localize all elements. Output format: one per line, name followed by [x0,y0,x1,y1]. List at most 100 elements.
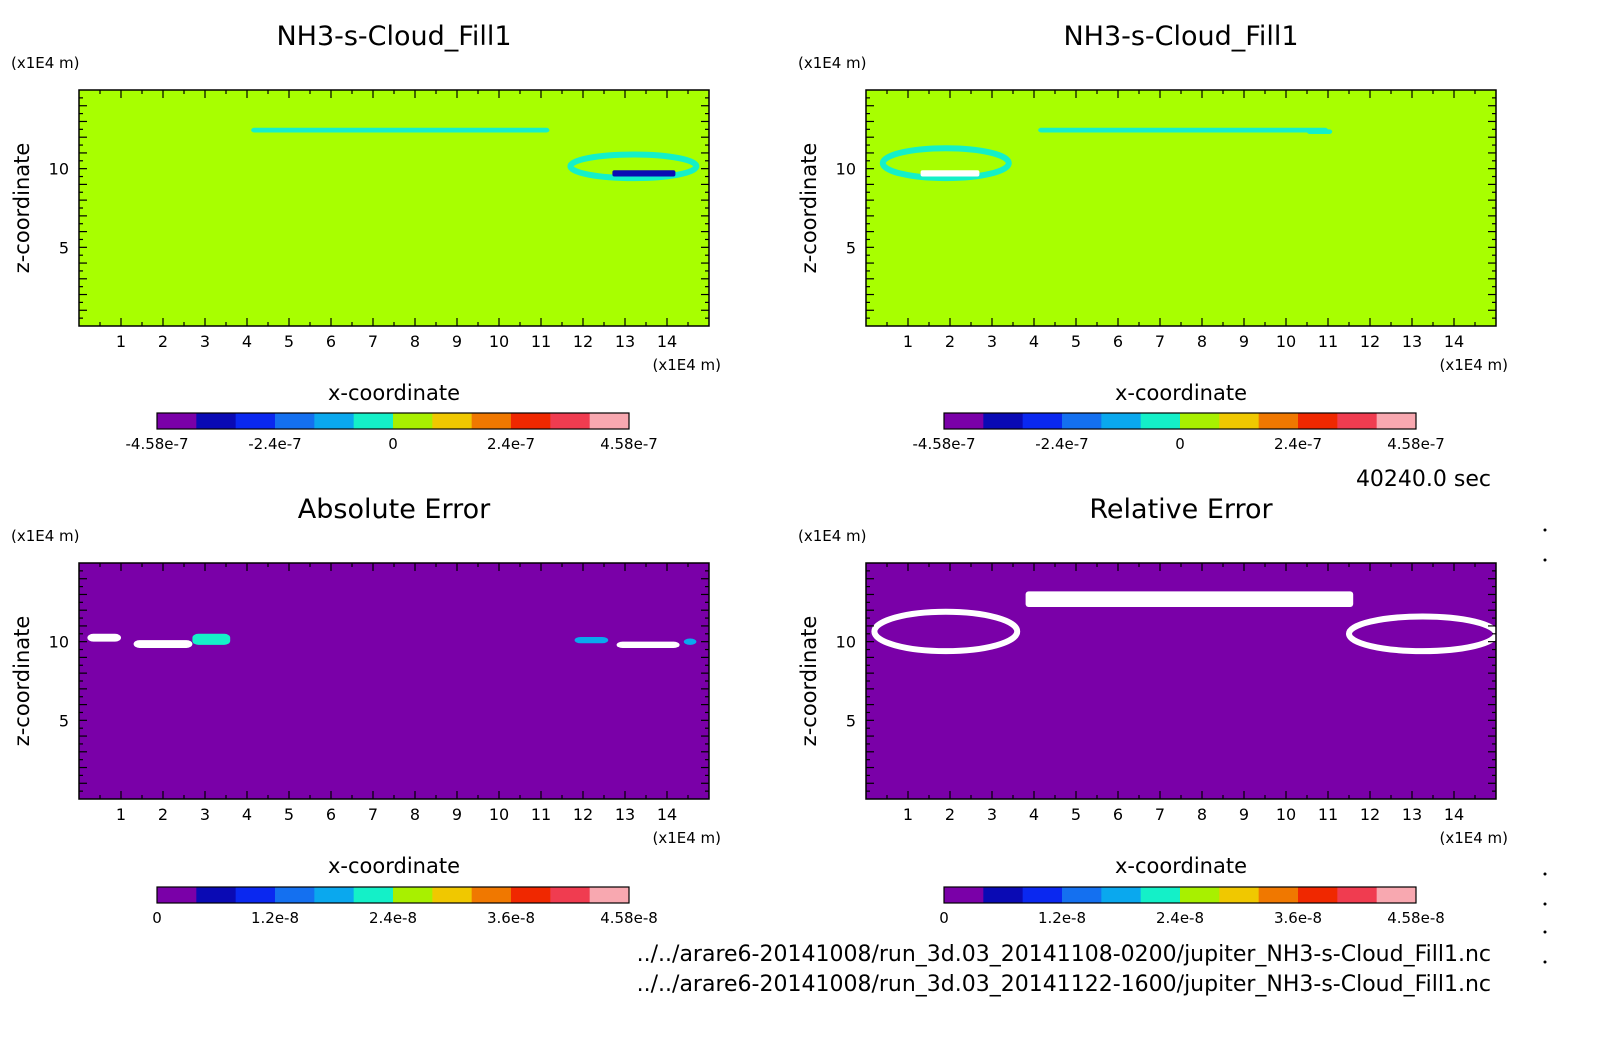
y-axis-label: z-coordinate [797,616,821,747]
x-tick-label: 4 [1029,805,1039,824]
colorbar-swatch [1298,413,1338,429]
x-tick-label: 13 [615,805,635,824]
contour-blob [192,633,231,645]
x-tick-label: 12 [1360,332,1380,351]
x-tick-label: 7 [1155,332,1165,351]
colorbar-tick-label: 2.4e-7 [1274,435,1322,453]
colorbar-swatch [393,413,433,429]
colorbar-tick-label: 1.2e-8 [1038,909,1086,927]
colorbar-swatch [1022,413,1063,429]
panel-1: NH3-s-Cloud_Fill1(x1E4 m)1 2 3 4 5 6 7 8 9 10 11 12… [10,21,721,453]
colorbar-swatch [314,887,355,903]
colorbar-swatch [1180,887,1220,903]
colorbar-swatch [589,413,630,429]
colorbar-tick-label: 3.6e-8 [487,909,535,927]
x-tick-label: 11 [531,805,551,824]
colorbar-swatch [1140,887,1181,903]
contour-features [87,633,697,648]
plot-field [79,90,709,326]
colorbar-swatch [1376,887,1417,903]
y-unit-label: (x1E4 m) [11,54,80,72]
x-tick-label: 11 [531,332,551,351]
colorbar-swatch [983,887,1024,903]
x-tick-label: 9 [1239,332,1249,351]
x-tick-label: 12 [573,805,593,824]
x-tick-label: 3 [987,332,997,351]
colorbar-tick-label: -4.58e-7 [126,435,189,453]
colorbar-frame [156,412,630,430]
x-tick-label: 6 [1113,332,1123,351]
plot-field [79,563,709,799]
colorbar-tick-label: 2.4e-7 [487,435,535,453]
contour-ring [871,608,1021,655]
x-tick-label: 11 [1318,332,1338,351]
plot-field [866,90,1496,326]
x-unit-label: (x1E4 m) [652,829,721,847]
x-tick-label: 14 [657,805,677,824]
x-tick-label: 2 [945,332,955,351]
x-axis-label: x-coordinate [328,854,460,878]
colorbar-tick-label: -4.58e-7 [913,435,976,453]
colorbar-tick-label: 4.58e-7 [600,435,658,453]
x-tick-label: 7 [368,805,378,824]
colorbar-tick-label: 3.6e-8 [1274,909,1322,927]
x-tick-label: 5 [1071,805,1081,824]
colorbar-swatch [1337,413,1378,429]
colorbar-swatch [550,887,591,903]
x-tick-label: 1 [116,805,126,824]
colorbar-swatch [1258,413,1299,429]
colorbar-tick-label: 1.2e-8 [251,909,299,927]
colorbar-swatch [1337,887,1378,903]
colorbar-swatch [196,413,237,429]
contour-band [251,127,550,133]
contour-strip [920,170,980,177]
colorbar-tick-label: 0 [152,909,162,927]
contour-ring [879,145,1012,182]
y-axis-label: z-coordinate [10,143,34,274]
colorbar-tick-label: -2.4e-7 [248,435,301,453]
colorbar-swatch [235,413,276,429]
colorbar-swatch [1140,413,1181,429]
x-tick-label: 1 [903,332,913,351]
colorbar: -4.58e-7 -2.4e-7 0 2.4e-7 4.58e-7 [126,412,658,453]
panel-title: NH3-s-Cloud_Fill1 [276,21,511,52]
colorbar-swatch [944,413,984,429]
colorbar-tick-label: 4.58e-8 [1387,909,1445,927]
x-tick-label: 7 [1155,805,1165,824]
panel-4: Relative Error(x1E4 m)1 2 3 4 5 6 7 8 9 10 11 12 13 1… [797,494,1508,927]
colorbar-swatch [1062,413,1102,429]
colorbar-frame [156,886,630,904]
colorbar-swatch [196,887,237,903]
colorbar-swatch [511,413,551,429]
colorbar-tick-label: 4.58e-8 [600,909,658,927]
colorbar-swatch [471,413,512,429]
panel-title: Relative Error [1089,494,1273,525]
x-tick-label: 10 [1276,332,1296,351]
colorbar-swatch [1258,887,1299,903]
y-unit-label: (x1E4 m) [798,527,867,545]
edge-dots [1543,528,1547,964]
y-tick-label: 10 [836,160,856,179]
contour-band [1307,129,1333,135]
panel-title: Absolute Error [298,494,491,525]
x-tick-label: 4 [1029,332,1039,351]
colorbar-swatch [983,413,1024,429]
contour-features [879,127,1333,182]
colorbar: -4.58e-7 -2.4e-7 0 2.4e-7 4.58e-7 [913,412,1445,453]
contour-blob [683,638,697,645]
x-axis-label: x-coordinate [1115,381,1247,405]
colorbar-tick-label: -2.4e-7 [1035,435,1088,453]
colorbar-swatch [1219,413,1260,429]
x-tick-label: 2 [158,332,168,351]
x-tick-label: 8 [1197,805,1207,824]
x-tick-label: 1 [903,805,913,824]
y-tick-label: 5 [846,711,856,730]
x-tick-label: 4 [242,332,252,351]
x-tick-label: 9 [452,332,462,351]
y-tick-label: 5 [846,238,856,257]
colorbar-swatch [314,413,355,429]
colorbar-swatch [275,413,315,429]
x-tick-label: 5 [1071,332,1081,351]
axis-ticks [866,563,1496,799]
